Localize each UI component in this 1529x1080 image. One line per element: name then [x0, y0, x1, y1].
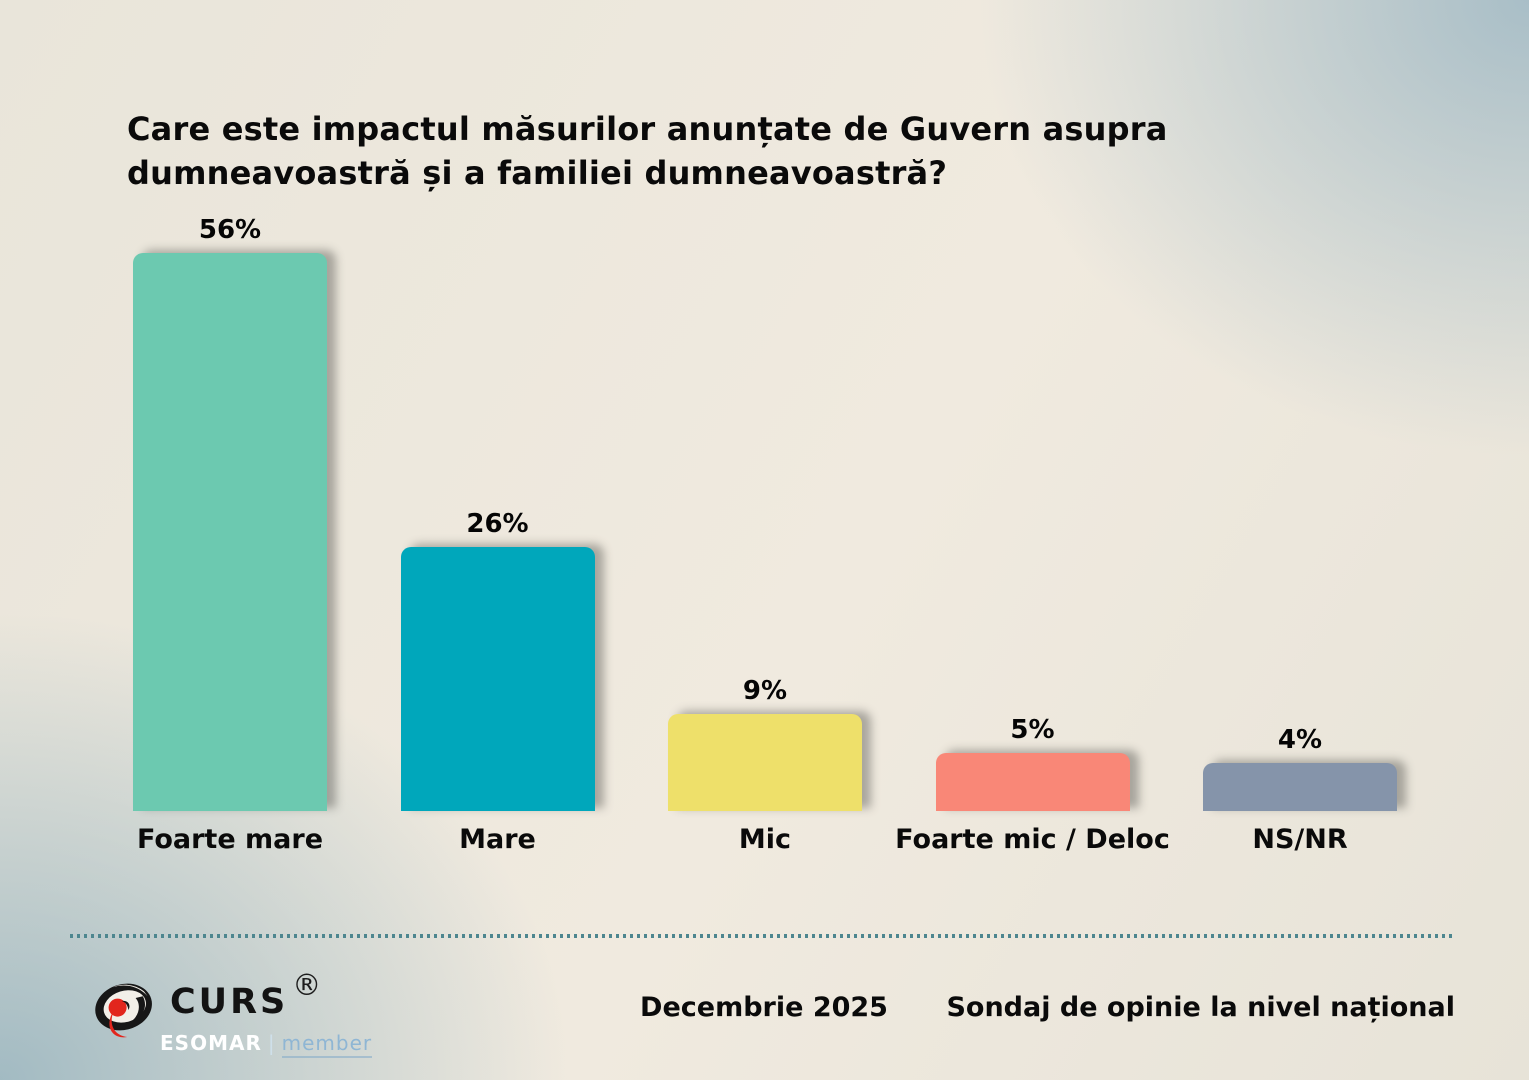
- bar-value-label: 4%: [1277, 725, 1323, 755]
- esomar-label: ESOMAR: [160, 1031, 262, 1055]
- bar-column: 5%: [935, 715, 1130, 811]
- category-label: Foarte mare: [136, 824, 324, 855]
- category-label: NS/NR: [1252, 824, 1348, 855]
- survey-scope-note: Sondaj de opinie la nivel național: [946, 992, 1455, 1023]
- curs-logo-icon: [95, 983, 152, 1038]
- bar-chart: 56% 26% 9% 5% 4%: [133, 215, 1397, 811]
- bar-value-label: 26%: [466, 509, 529, 539]
- registered-trademark-icon: ®: [292, 968, 322, 1002]
- category-label: Mic: [738, 824, 792, 855]
- bar-value-label: 9%: [742, 676, 788, 706]
- curs-wordmark-row: CURS ®: [170, 971, 321, 1022]
- curs-wordmark: CURS: [170, 982, 289, 1022]
- bar-value-label: 56%: [198, 215, 262, 245]
- esomar-member-label: member: [281, 1031, 373, 1058]
- bar-value-label: 5%: [1010, 715, 1055, 745]
- dotted-divider: [70, 934, 1456, 938]
- bar-column: 26%: [400, 509, 595, 811]
- esomar-member-badge: ESOMAR | member: [160, 1031, 373, 1058]
- bar: [668, 714, 862, 811]
- bar-column: 56%: [133, 215, 327, 811]
- esomar-separator: |: [267, 1031, 276, 1055]
- category-label: Foarte mic / Deloc: [895, 824, 1170, 855]
- bar-column: 4%: [1203, 725, 1397, 811]
- category-label: Mare: [459, 824, 536, 855]
- bar-column: 9%: [668, 676, 862, 811]
- survey-date: Decembrie 2025: [640, 992, 888, 1023]
- bar: [935, 753, 1130, 811]
- bar: [400, 547, 595, 811]
- bar: [1203, 763, 1397, 811]
- chart-title: Care este impactul măsurilor anunțate de…: [127, 110, 1168, 193]
- bar: [133, 253, 327, 811]
